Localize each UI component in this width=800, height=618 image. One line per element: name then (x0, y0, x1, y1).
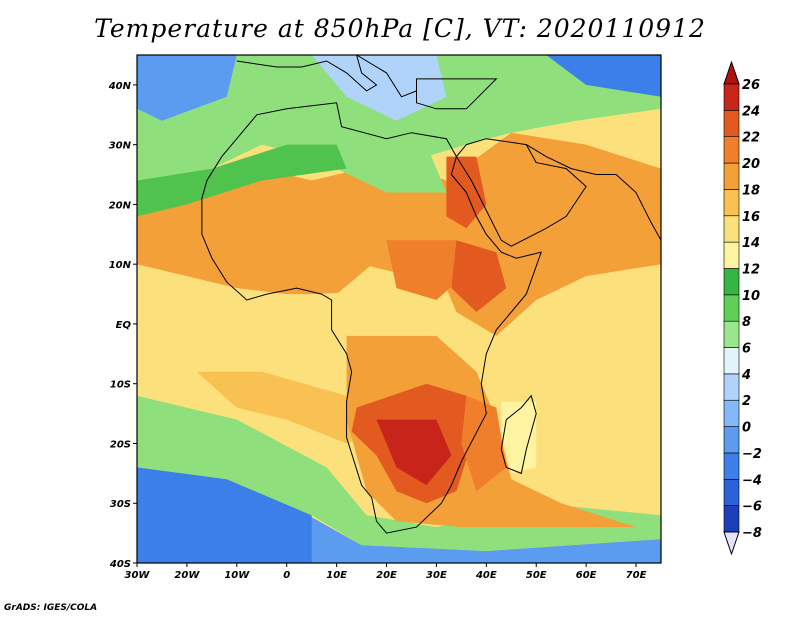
region-saharan-green-strip (137, 144, 347, 217)
region-indian-ocean-yellow (496, 300, 661, 444)
region-south-atlantic-cool (137, 467, 312, 563)
colorbar-above-arrow (723, 60, 740, 85)
colorbar-swatch (723, 478, 740, 506)
colorbar-swatch (723, 320, 740, 348)
colorbar-label: 12 (742, 262, 760, 277)
colorbar-label: 24 (742, 104, 760, 119)
lat-tick-label: EQ (116, 320, 132, 331)
colorbar-label: 20 (742, 157, 760, 172)
arabia-coastline (455, 138, 587, 247)
region-south-atlantic-warm-tongue (196, 371, 377, 444)
colorbar-swatch (723, 505, 740, 533)
colorbar-swatch (723, 373, 740, 401)
colorbar-label: −4 (742, 473, 762, 488)
colorbar-swatch (723, 452, 740, 480)
lat-tick-label: 20S (110, 439, 131, 450)
lat-tick-label: 10S (110, 380, 131, 391)
colorbar-label: −2 (742, 447, 762, 462)
lat-tick-label: 40S (109, 559, 131, 570)
coastlines (201, 55, 661, 534)
colorbar-below-arrow (723, 531, 740, 556)
lat-tick-label: 10N (109, 260, 132, 271)
colorbar-swatch (723, 136, 740, 164)
colorbar-swatch (723, 294, 740, 322)
lon-tick-label: 0 (283, 570, 290, 581)
region-mozambique-channel-red (461, 395, 507, 492)
lon-tick-label: 20W (174, 570, 200, 581)
madagascar-coastline (500, 394, 537, 475)
colorbar-swatch (723, 189, 740, 217)
lon-tick-label: 10E (326, 570, 347, 581)
colorbar-swatch (723, 399, 740, 427)
region-ethiopia-red (451, 240, 507, 312)
lon-tick-label: 20E (376, 570, 397, 581)
lat-tick-label: 20N (109, 200, 132, 211)
colorbar-swatch (723, 110, 740, 138)
colorbar-swatch (723, 241, 740, 269)
colorbar-label: −8 (742, 526, 762, 541)
region-algeria-green (326, 132, 447, 193)
colorbar-label: 4 (741, 368, 751, 383)
lat-tick-label: 40N (108, 81, 132, 92)
iran-coastline (526, 144, 661, 241)
footer-credit: GrADS: IGES/COLA (4, 603, 98, 613)
lon-tick-label: 30W (125, 570, 151, 581)
colorbar-swatch (723, 215, 740, 243)
lon-tick-label: 50E (526, 570, 547, 581)
latitude-axis: 40N 30N 20N 10N EQ 10S 20S 30S 40S (108, 81, 137, 570)
lon-tick-label: 30E (426, 570, 447, 581)
colorbar-swatch (723, 268, 740, 296)
colorbar-label: 0 (742, 421, 751, 436)
region-southern-africa-hot (376, 419, 452, 486)
region-eastern-europe-blue (546, 55, 661, 97)
colorbar-label: 6 (742, 342, 751, 357)
map-frame (136, 54, 662, 564)
lat-tick-label: 30S (110, 499, 131, 510)
colorbar-label: −6 (742, 500, 762, 515)
colorbar-swatch (723, 426, 740, 454)
colorbar-label: 8 (742, 315, 751, 330)
colorbar-label: 18 (742, 183, 760, 198)
africa-coastline (201, 102, 542, 534)
region-madagascar-cool (501, 401, 537, 474)
map-area (137, 55, 661, 563)
page-title: Temperature at 850hPa [C], VT: 202011091… (94, 14, 706, 43)
colorbar-swatch (723, 83, 740, 111)
colorbar-swatch (723, 347, 740, 375)
colorbar-label: 10 (742, 289, 760, 304)
longitude-axis: 30W 20W 10W 0 10E 20E 30E 40E 50E 60E 70E (125, 563, 647, 581)
colorbar-label: 26 (742, 78, 760, 93)
lon-tick-label: 40E (475, 570, 497, 581)
colorbar-label: 2 (742, 394, 751, 409)
europe-coastline (236, 55, 498, 110)
region-european-cold (311, 55, 447, 121)
colorbar-label: 22 (742, 131, 760, 146)
lon-tick-label: 70E (626, 570, 647, 581)
colorbar-label: 16 (742, 210, 760, 225)
lon-tick-label: 60E (576, 570, 597, 581)
colorbar-swatch (723, 162, 740, 190)
temperature-regions (137, 55, 661, 563)
lat-tick-label: 30N (109, 141, 132, 152)
colorbar-label: 14 (742, 236, 760, 251)
region-sahel-red (386, 240, 477, 300)
lon-tick-label: 10W (224, 570, 250, 581)
region-north-atlantic-blue (137, 55, 237, 121)
